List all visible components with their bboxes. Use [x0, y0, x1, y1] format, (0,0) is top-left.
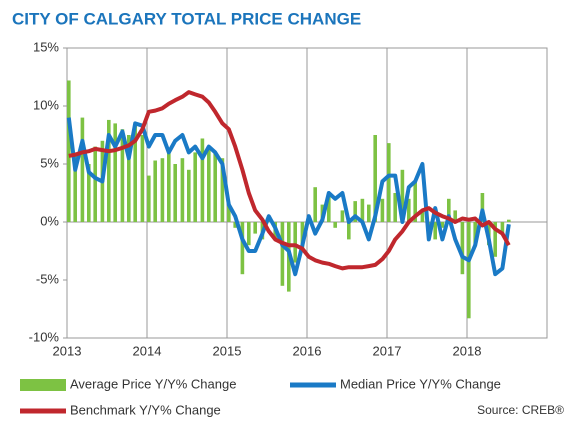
bar: [420, 210, 425, 222]
bar: [113, 123, 117, 222]
bar: [147, 175, 151, 222]
bar: [160, 158, 165, 222]
bar: [433, 222, 437, 240]
bar: [107, 119, 111, 222]
bar: [360, 198, 365, 222]
bar: [120, 129, 125, 222]
bar: [333, 222, 337, 228]
bar: [440, 222, 445, 228]
legend-label: Benchmark Y/Y% Change: [70, 402, 221, 417]
y-tick-label: 15%: [33, 39, 59, 54]
bar: [367, 204, 371, 222]
bar: [227, 204, 231, 222]
bar: [193, 152, 197, 222]
y-tick-label: 0%: [40, 213, 59, 228]
line: [68, 90, 511, 271]
bar: [507, 219, 511, 222]
bar: [167, 152, 171, 222]
bar: [493, 222, 497, 257]
bar: [200, 138, 205, 222]
bar: [213, 152, 217, 222]
source: Source: CREB®: [477, 403, 564, 417]
bar: [253, 222, 257, 234]
bar: [280, 222, 285, 286]
bar: [447, 198, 451, 222]
y-tick-label: 5%: [40, 155, 59, 170]
bar: [140, 135, 145, 222]
legend-label: Median Price Y/Y% Change: [340, 376, 501, 391]
bar: [180, 158, 185, 222]
bar: [347, 222, 351, 240]
bar: [133, 125, 137, 222]
bar: [173, 164, 177, 222]
x-tick-label: 2013: [53, 343, 82, 358]
y-tick-label: 10%: [33, 97, 59, 112]
bar: [353, 201, 357, 222]
x-tick-label: 2014: [133, 343, 162, 358]
bar: [453, 210, 457, 222]
bar: [413, 181, 417, 222]
bar: [247, 222, 251, 246]
bar: [380, 198, 385, 222]
bar: [340, 210, 345, 222]
bar: [387, 143, 391, 222]
bar: [93, 146, 97, 222]
bar: [207, 146, 211, 222]
bar: [400, 169, 405, 222]
bar: [480, 193, 485, 222]
bar: [473, 222, 477, 246]
bar: [73, 152, 77, 222]
chart-title: CITY OF CALGARY TOTAL PRICE CHANGE: [12, 9, 361, 28]
y-tick-label: -10%: [29, 329, 60, 344]
bar: [313, 187, 317, 222]
bar: [327, 193, 331, 222]
x-tick-label: 2018: [453, 343, 482, 358]
bar: [67, 80, 71, 222]
bar: [153, 160, 157, 222]
bar: [233, 222, 237, 228]
y-tick-label: -5%: [36, 271, 60, 286]
legend-label: Average Price Y/Y% Change: [70, 376, 236, 391]
bar: [407, 198, 411, 222]
bar: [187, 169, 191, 222]
bar: [220, 158, 225, 222]
bar: [80, 117, 85, 222]
bar: [467, 222, 471, 319]
bar: [393, 193, 397, 222]
bar: [87, 164, 91, 222]
bar: [127, 135, 131, 222]
bar: [460, 222, 465, 275]
bar: [373, 135, 377, 222]
x-tick-label: 2016: [293, 343, 322, 358]
x-tick-label: 2015: [213, 343, 242, 358]
bar: [240, 222, 245, 275]
legend-swatch: [20, 379, 66, 391]
bar: [500, 222, 505, 234]
x-tick-label: 2017: [373, 343, 402, 358]
bar: [293, 222, 297, 263]
